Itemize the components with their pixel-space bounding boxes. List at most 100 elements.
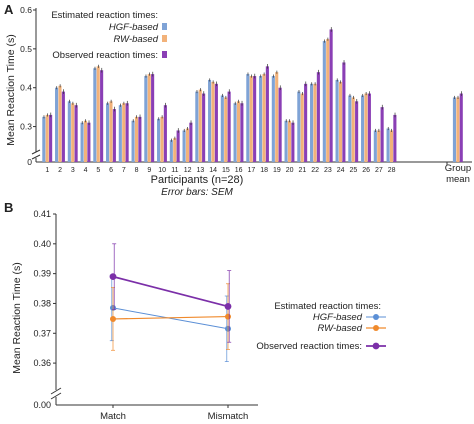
bar-hgf [220,95,224,162]
bar-hgf [386,128,390,162]
panel-b-legend-marks [366,314,386,350]
bar-observed [304,83,308,162]
panel-a-xtick-label: 11 [171,167,178,174]
bar-rw [236,101,241,162]
panel-a-xtick-label: 27 [375,167,383,174]
panel-a-xtick-label: 12 [184,167,192,174]
bar-observed [138,116,142,162]
panel-a-xtick-label: 5 [96,167,100,174]
bar-rw [389,130,394,162]
panel-a-xtick-label: 13 [196,167,204,174]
panel-b-legend-hgf: HGF-based [313,312,363,323]
panel-a-ytick-label: 0.5 [20,44,32,54]
bar-hgf [310,83,314,162]
bar-rw [300,93,304,162]
panel-b-ytick-label: 0.00 [33,400,51,410]
panel-b-axis-break-mark [50,392,62,400]
panel-a-ytick-label: 0.4 [20,83,32,93]
panel-b-ytick-label: 0.36 [33,358,51,368]
bar-rw [275,72,279,162]
panel-b-ytick-label: 0.39 [33,269,51,279]
bar-observed [278,87,282,162]
bar-observed [240,103,244,162]
bar-observed [367,93,371,162]
bar-observed [112,109,116,162]
panel-b-lines [109,243,232,362]
panel-a-legend-rw: RW-based [113,34,158,45]
panel-a-xtick-label: 17 [247,167,255,174]
panel-a-xtick-label: 2 [58,167,62,174]
line-rw [112,315,229,320]
panel-a-axis-break-mark [31,154,41,160]
point-rw [225,313,231,320]
bar-observed [202,93,206,162]
bar-rw [173,138,177,162]
panel-b-ytick-label: 0.40 [33,239,51,249]
bar-observed [163,105,167,162]
panel-a-error-note: Error bars: SEM [161,187,233,198]
bar-rw [377,130,381,162]
panel-a-xtick-label: 10 [158,167,166,174]
bar-rw [287,120,292,162]
point-observed [109,273,117,281]
bar-observed [189,122,193,162]
panel-a-xlabel: Participants (n=28) [151,174,244,186]
bar-observed [291,122,295,162]
bar-hgf [182,130,186,162]
panel-a-xtick-label: 23 [324,167,332,174]
panel-a-label: A [4,2,14,17]
bar-hgf [361,95,365,162]
point-rw [110,315,116,322]
group-label-2: mean [446,174,470,185]
bar-hgf [297,91,301,162]
bar-observed [316,72,320,162]
bar-rw [160,116,164,162]
bar-observed [329,29,333,162]
panel-b-xtick-label: Match [100,411,126,422]
panel-a-xtick-label: 19 [273,167,281,174]
bar-hgf [195,91,199,162]
panel-a-xtick-label: 18 [260,167,268,174]
panel-b-legend-observed-title: Observed reaction times: [256,341,362,352]
panel-a-legend-hgf-swatch [162,23,167,30]
bar-rw [96,66,100,162]
bar-hgf [55,87,59,162]
bar-rw [58,85,62,162]
bar-hgf [271,76,275,162]
bar-observed [151,74,155,162]
bar-rw [45,114,49,162]
panel-a-bars [42,27,463,163]
bar-hgf [335,79,339,162]
panel-b-xtick-label: Mismatch [208,411,249,422]
bar-rw [71,103,75,162]
bar-rw [326,39,330,163]
panel-b-ylabel: Mean Reaction Time (s) [11,262,23,373]
panel-a-xtick-label: 14 [209,167,217,174]
panel-a-xtick-label: 4 [84,167,88,174]
bar-observed [459,93,463,162]
panel-a-xtick-label: 1 [45,167,49,174]
bar-hgf [208,79,212,162]
bar-rw [262,74,266,162]
bar-rw [185,128,190,162]
bar-hgf [284,120,288,162]
bar-observed [61,91,65,162]
bar-observed [49,114,53,162]
panel-a-xtick-label: 21 [298,167,306,174]
panel-b-ytick-label: 0.37 [33,328,51,338]
bar-rw [147,74,151,162]
bar-rw [211,81,215,162]
panel-b-legend-estimated-title: Estimated reaction times: [274,301,381,312]
panel-a-ytick-label: 0.3 [20,122,32,132]
bar-hgf [144,76,148,162]
panel-a-ytick-label: 0.6 [20,5,32,15]
bar-observed [393,114,397,162]
panel-a-xtick-label: 6 [109,167,113,174]
bar-observed [214,83,218,162]
line-observed [112,275,229,308]
panel-a-xtick-label: 9 [147,167,151,174]
panel-a: A Mean Reaction Time (s) Participants (n… [4,2,472,198]
bar-hgf [157,118,161,162]
bar-rw [338,81,343,162]
